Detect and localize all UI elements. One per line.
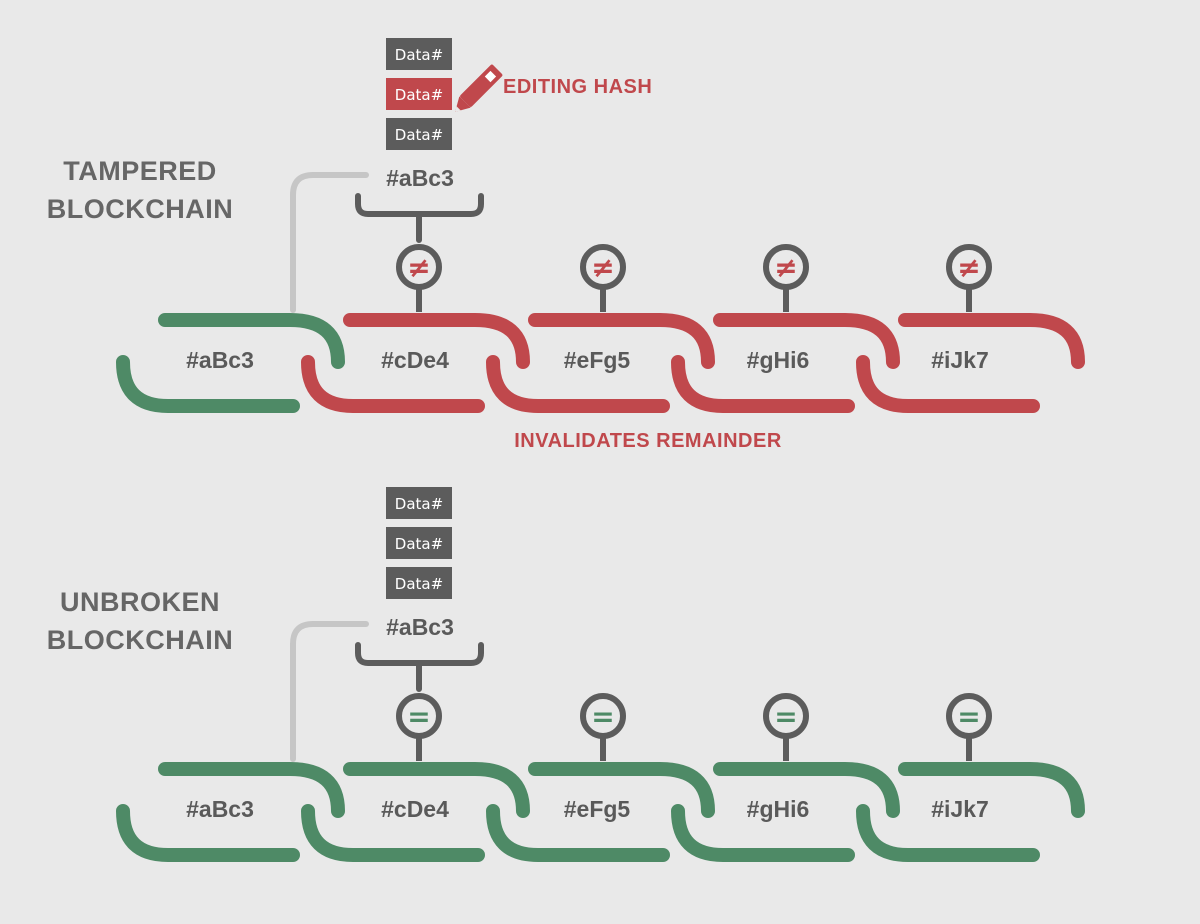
link-hash-label: #gHi6 <box>747 796 810 822</box>
data-box: Data# <box>386 118 452 150</box>
chain-link-invalid: #cDe4 <box>301 313 530 413</box>
comparison-node: ≠ <box>580 244 626 312</box>
not-equal-icon: ≠ <box>407 251 430 284</box>
link-hash-label: #eFg5 <box>564 796 631 822</box>
chain-link-invalid: #iJk7 <box>856 313 1085 413</box>
chain-link-invalid: #eFg5 <box>486 313 715 413</box>
link-hash-label: #eFg5 <box>564 347 631 373</box>
link-hash-label: #aBc3 <box>186 796 254 822</box>
chain-link: #aBc3 <box>116 762 345 862</box>
tampered-section: TAMPERED BLOCKCHAIN Data# Data# Data# ED… <box>47 38 1085 452</box>
equal-icon: = <box>774 700 797 733</box>
link-hash-label: #cDe4 <box>381 796 449 822</box>
data-box: Data# <box>386 487 452 519</box>
prev-hash-connector <box>290 621 369 762</box>
data-label: Data# <box>395 495 443 513</box>
editing-hash-label: EDITING HASH <box>503 76 652 98</box>
chain-link-invalid: #gHi6 <box>671 313 900 413</box>
comparison-node: = <box>763 693 809 761</box>
chain-link: #iJk7 <box>856 762 1085 862</box>
not-equal-icon: ≠ <box>774 251 797 284</box>
link-hash-label: #aBc3 <box>186 347 254 373</box>
comparison-node: = <box>580 693 626 761</box>
data-label: Data# <box>395 126 443 144</box>
tampered-title-line1: TAMPERED <box>63 156 217 186</box>
invalidates-remainder-label: INVALIDATES REMAINDER <box>514 430 782 452</box>
data-label: Data# <box>395 86 443 104</box>
comparison-node: ≠ <box>396 244 442 312</box>
comparison-node: = <box>946 693 992 761</box>
equal-icon: = <box>407 700 430 733</box>
tampered-title-line2: BLOCKCHAIN <box>47 194 234 224</box>
data-box: Data# <box>386 567 452 599</box>
link-hash-label: #cDe4 <box>381 347 449 373</box>
unbroken-section: UNBROKEN BLOCKCHAIN Data# Data# Data# #a… <box>47 487 1085 862</box>
not-equal-icon: ≠ <box>957 251 980 284</box>
data-box-edited: Data# <box>386 78 452 110</box>
chain-link: #gHi6 <box>671 762 900 862</box>
prev-hash-connector <box>290 172 369 313</box>
block-hash-label: #aBc3 <box>386 165 454 191</box>
comparison-node: ≠ <box>763 244 809 312</box>
data-label: Data# <box>395 535 443 553</box>
link-hash-label: #iJk7 <box>931 796 989 822</box>
equal-icon: = <box>957 700 980 733</box>
equal-icon: = <box>591 700 614 733</box>
unbroken-title-line1: UNBROKEN <box>60 587 220 617</box>
not-equal-icon: ≠ <box>591 251 614 284</box>
block-bracket <box>355 193 484 243</box>
comparison-node: = <box>396 693 442 761</box>
comparison-node: ≠ <box>946 244 992 312</box>
block-hash-label: #aBc3 <box>386 614 454 640</box>
data-label: Data# <box>395 46 443 64</box>
chain-link: #aBc3 <box>116 313 345 413</box>
unbroken-title-line2: BLOCKCHAIN <box>47 625 234 655</box>
pencil-icon <box>455 64 503 112</box>
chain-link: #cDe4 <box>301 762 530 862</box>
data-box: Data# <box>386 527 452 559</box>
link-hash-label: #iJk7 <box>931 347 989 373</box>
data-label: Data# <box>395 575 443 593</box>
block-bracket <box>355 642 484 692</box>
link-hash-label: #gHi6 <box>747 347 810 373</box>
data-box: Data# <box>386 38 452 70</box>
chain-link: #eFg5 <box>486 762 715 862</box>
